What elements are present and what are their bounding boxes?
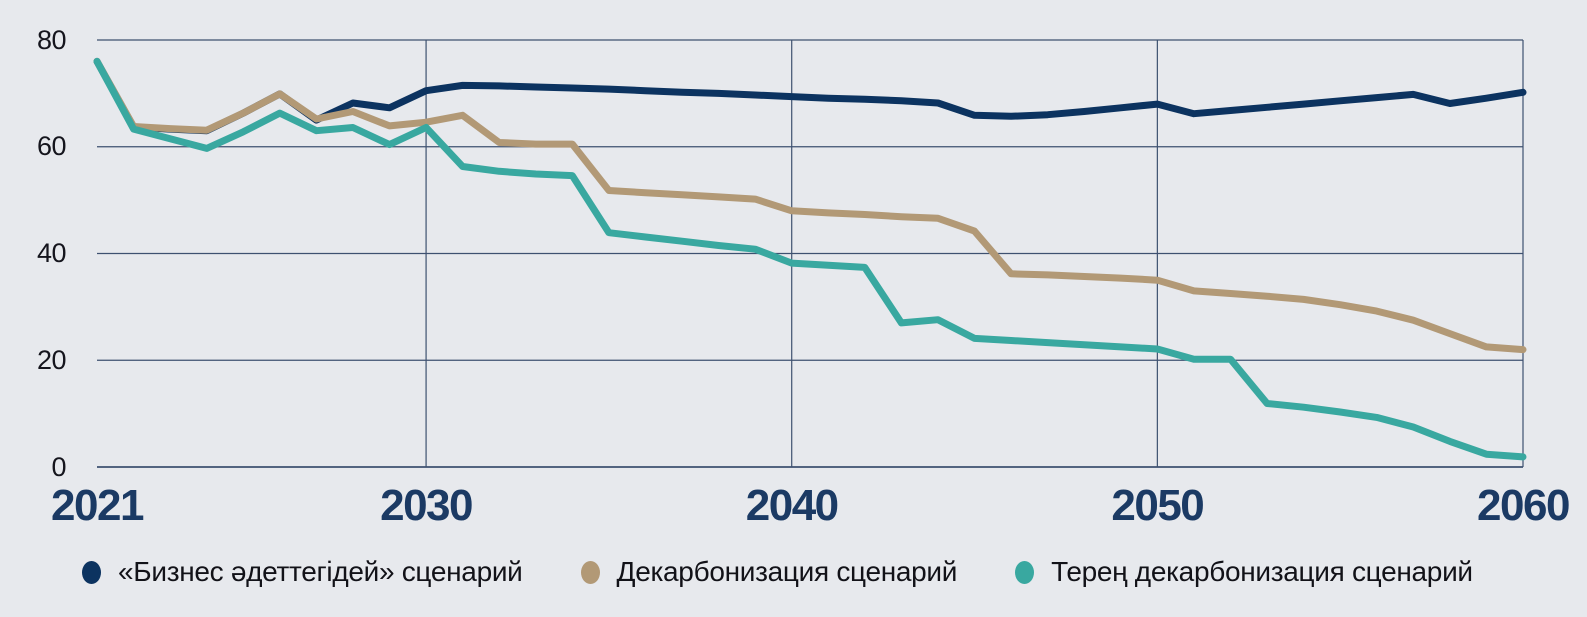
x-axis-tick: 2021	[51, 481, 144, 530]
legend: «Бизнес әдеттегідей» сценарий Декарбониза…	[82, 555, 1473, 589]
y-axis-tick: 20	[36, 344, 67, 375]
x-axis-tick: 2040	[745, 481, 839, 530]
legend-label: «Бизнес әдеттегідей» сценарий	[118, 556, 523, 587]
series-line-2	[93, 57, 1527, 461]
y-axis-tick: 40	[36, 238, 67, 268]
legend-label: Терең декарбонизация сценарий	[1051, 556, 1473, 587]
series-line-1	[93, 57, 1527, 354]
legend-marker-icon	[82, 560, 101, 584]
legend-marker-icon	[1015, 560, 1035, 584]
legend-item-1: Декарбонизация сценарий	[580, 555, 958, 589]
legend-marker-icon	[580, 560, 600, 584]
x-axis-tick: 2060	[1477, 481, 1570, 530]
series-line-0	[93, 57, 1527, 135]
x-axis-tick: 2030	[380, 481, 473, 530]
x-axis-tick: 2050	[1111, 481, 1204, 530]
legend-label: Декарбонизация сценарий	[616, 556, 958, 587]
y-axis-tick: 80	[36, 24, 67, 55]
y-axis-tick: 60	[36, 131, 67, 162]
legend-item-0: «Бизнес әдеттегідей» сценарий	[82, 555, 523, 589]
legend-item-2: Терең декарбонизация сценарий	[1015, 555, 1473, 589]
y-axis-tick: 0	[51, 451, 66, 482]
